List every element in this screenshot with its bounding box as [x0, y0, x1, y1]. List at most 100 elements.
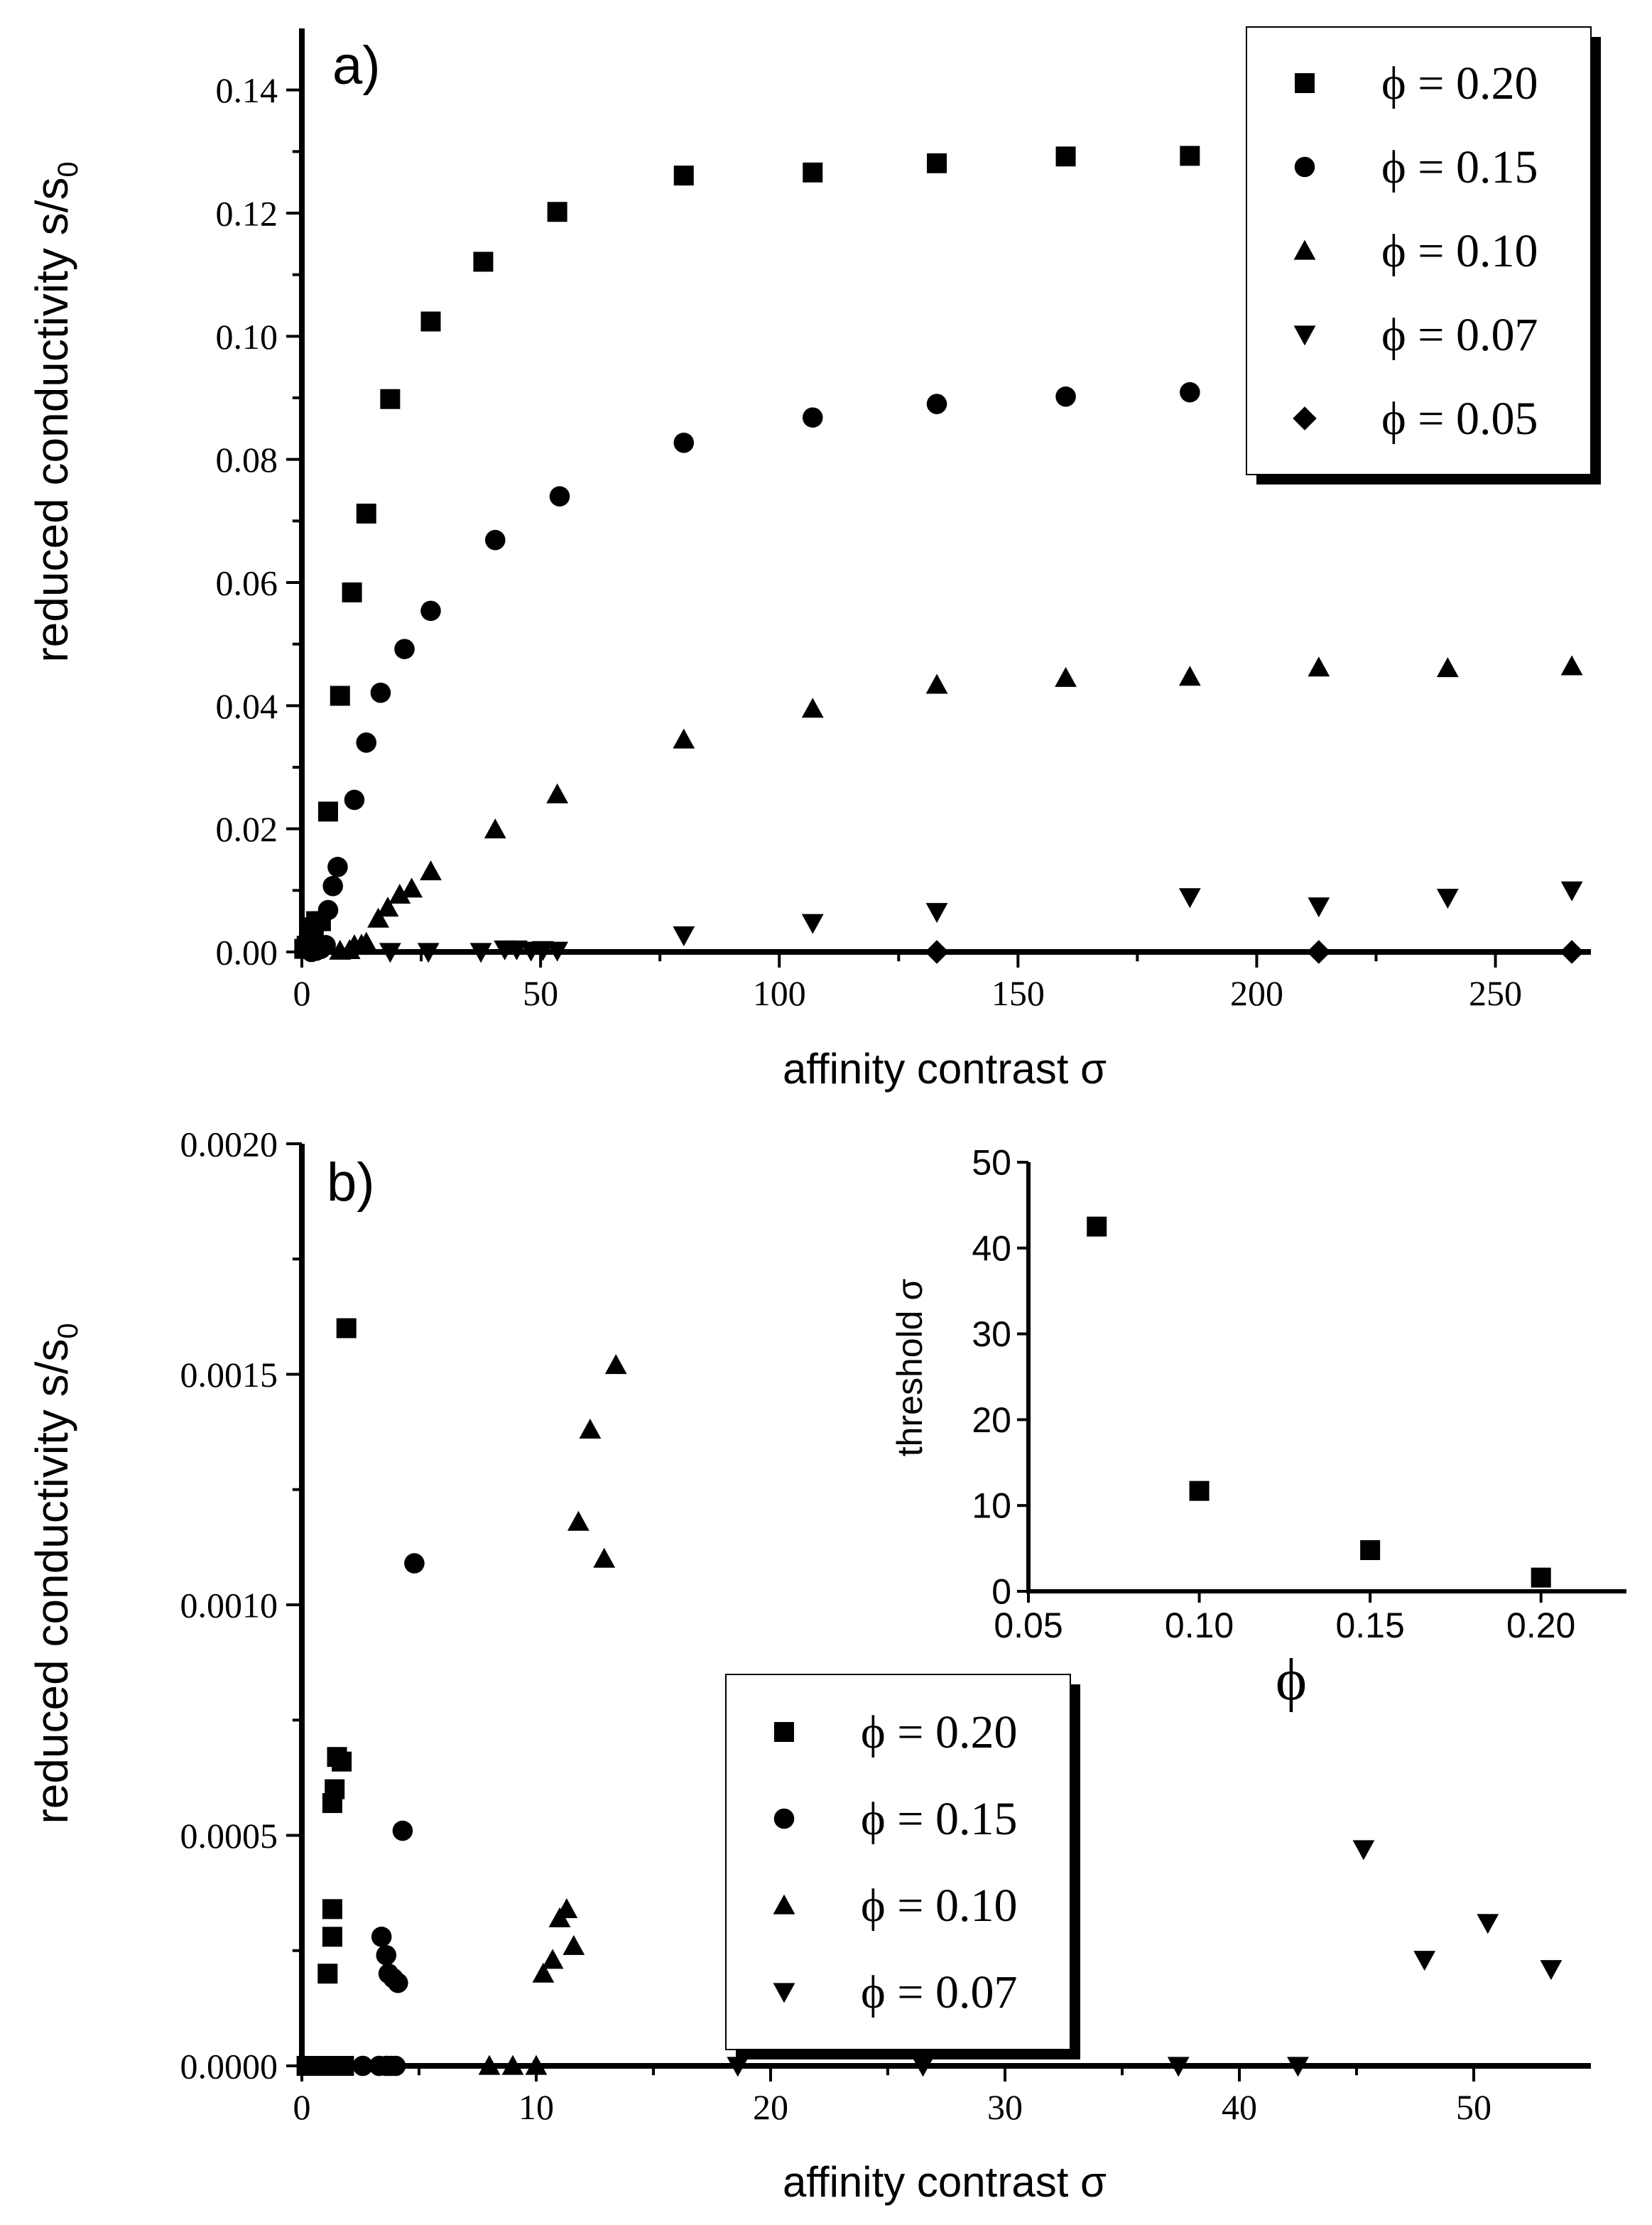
legend-marker [1293, 239, 1316, 260]
data-point [352, 2055, 374, 2077]
y-axis-title-main: reduced conductivity s/s [26, 1339, 77, 1824]
data-point [380, 389, 401, 409]
data-point [371, 1927, 392, 1947]
y-tick-label: 0.02 [216, 809, 278, 849]
data-point [803, 162, 823, 183]
y-tick-label: 0.06 [216, 563, 278, 603]
legend-label: ϕ = 0.07 [861, 1966, 1017, 2018]
data-point [1477, 1914, 1499, 1934]
legend-marker [1293, 406, 1317, 431]
data-point [356, 732, 377, 753]
data-point [327, 857, 348, 877]
y-tick-label: 0.0015 [180, 1355, 278, 1395]
data-point [478, 2055, 501, 2075]
data-point [925, 940, 949, 964]
data-point [925, 673, 948, 694]
data-point [549, 486, 570, 507]
y-tick-label: 0.0005 [180, 1816, 278, 1856]
legend-marker [773, 1894, 795, 1915]
data-point [673, 926, 695, 946]
series-0-05 [925, 940, 1584, 964]
x-tick-label: 20 [753, 2087, 788, 2127]
data-point [1178, 666, 1201, 686]
data-point [563, 1934, 585, 1955]
x-tick-label: 10 [518, 2087, 554, 2127]
legend-label: ϕ = 0.20 [861, 1706, 1017, 1758]
data-point [1178, 888, 1201, 909]
legend-label: ϕ = 0.10 [1381, 225, 1538, 277]
panel-b-inset: 0.05 0.10 0.15 0.20 0 10 20 30 40 50 ϕ threshold σ [890, 1143, 1626, 1713]
data-point [1352, 1840, 1375, 1861]
data-point [1055, 386, 1076, 407]
y-tick-label: 0.04 [216, 686, 278, 726]
series-0-20 [294, 146, 1200, 959]
data-point [1413, 1951, 1436, 1971]
data-point [355, 931, 378, 952]
x-tick-label: 200 [1230, 973, 1283, 1013]
panel-b: 0 10 20 30 40 50 0.0000 0.0005 0.0010 0.0015 0.002… [26, 1125, 1591, 2206]
data-point [317, 1964, 338, 1984]
series-0-10 [478, 1354, 627, 2075]
data-point [317, 801, 338, 822]
data-point [322, 875, 343, 897]
x-axis-title: affinity contrast σ [783, 1045, 1107, 1093]
data-point [547, 202, 567, 222]
data-point [1180, 146, 1200, 166]
data-point [342, 582, 362, 602]
data-point [317, 899, 339, 921]
data-point [1308, 897, 1330, 918]
x-tick-label: 0.20 [1506, 1606, 1575, 1645]
data-point [1189, 1480, 1210, 1501]
data-point [673, 166, 694, 186]
y-tick-label: 30 [972, 1314, 1011, 1354]
data-point [532, 1962, 555, 1983]
data-point [417, 943, 440, 963]
data-point [546, 783, 569, 803]
data-point [1531, 1567, 1551, 1588]
data-point [727, 2057, 749, 2077]
data-point [334, 2056, 354, 2076]
panel-a: 0 50 100 150 200 250 0.00 0.02 0.04 0.06 0.08 0.10 0… [26, 26, 1601, 1093]
legend-label: ϕ = 0.20 [1381, 58, 1538, 109]
data-point [1436, 889, 1459, 909]
y-axis-title-subscript: 0 [53, 1323, 84, 1338]
data-point [1167, 2057, 1190, 2077]
data-point [802, 407, 823, 428]
data-point [404, 1553, 425, 1574]
data-point [1560, 881, 1583, 902]
y-tick-label: 0.14 [216, 70, 278, 110]
data-point [1560, 655, 1583, 676]
data-point [801, 698, 824, 718]
data-point [501, 2055, 524, 2075]
y-tick-label: 20 [972, 1400, 1011, 1440]
x-tick-label: 100 [753, 973, 806, 1013]
data-point [567, 1510, 589, 1531]
data-point [1560, 940, 1584, 964]
data-point [1436, 657, 1459, 678]
x-tick-label: 30 [987, 2087, 1023, 2127]
data-point [1360, 1540, 1381, 1561]
y-tick-label: 0 [991, 1572, 1011, 1612]
x-tick-label: 0.15 [1335, 1606, 1404, 1645]
data-point [1055, 666, 1077, 687]
data-point [420, 311, 441, 332]
x-tick-label: 40 [1222, 2087, 1257, 2127]
data-point [336, 1318, 357, 1338]
y-tick-label: 50 [972, 1143, 1011, 1183]
data-point [579, 1418, 602, 1439]
x-tick-label: 0 [293, 973, 311, 1013]
data-point [420, 860, 442, 881]
data-point [315, 935, 336, 955]
data-point [344, 789, 365, 811]
panel-label: b) [327, 1152, 375, 1213]
legend-marker [774, 1722, 794, 1742]
data-point [376, 897, 399, 917]
data-point [376, 1944, 397, 1966]
data-point [473, 251, 494, 272]
series-0-07 [379, 881, 1583, 963]
data-point [322, 1899, 342, 1920]
y-tick-label: 40 [972, 1228, 1011, 1268]
legend-label: ϕ = 0.15 [861, 1793, 1017, 1845]
data-point [927, 153, 947, 173]
